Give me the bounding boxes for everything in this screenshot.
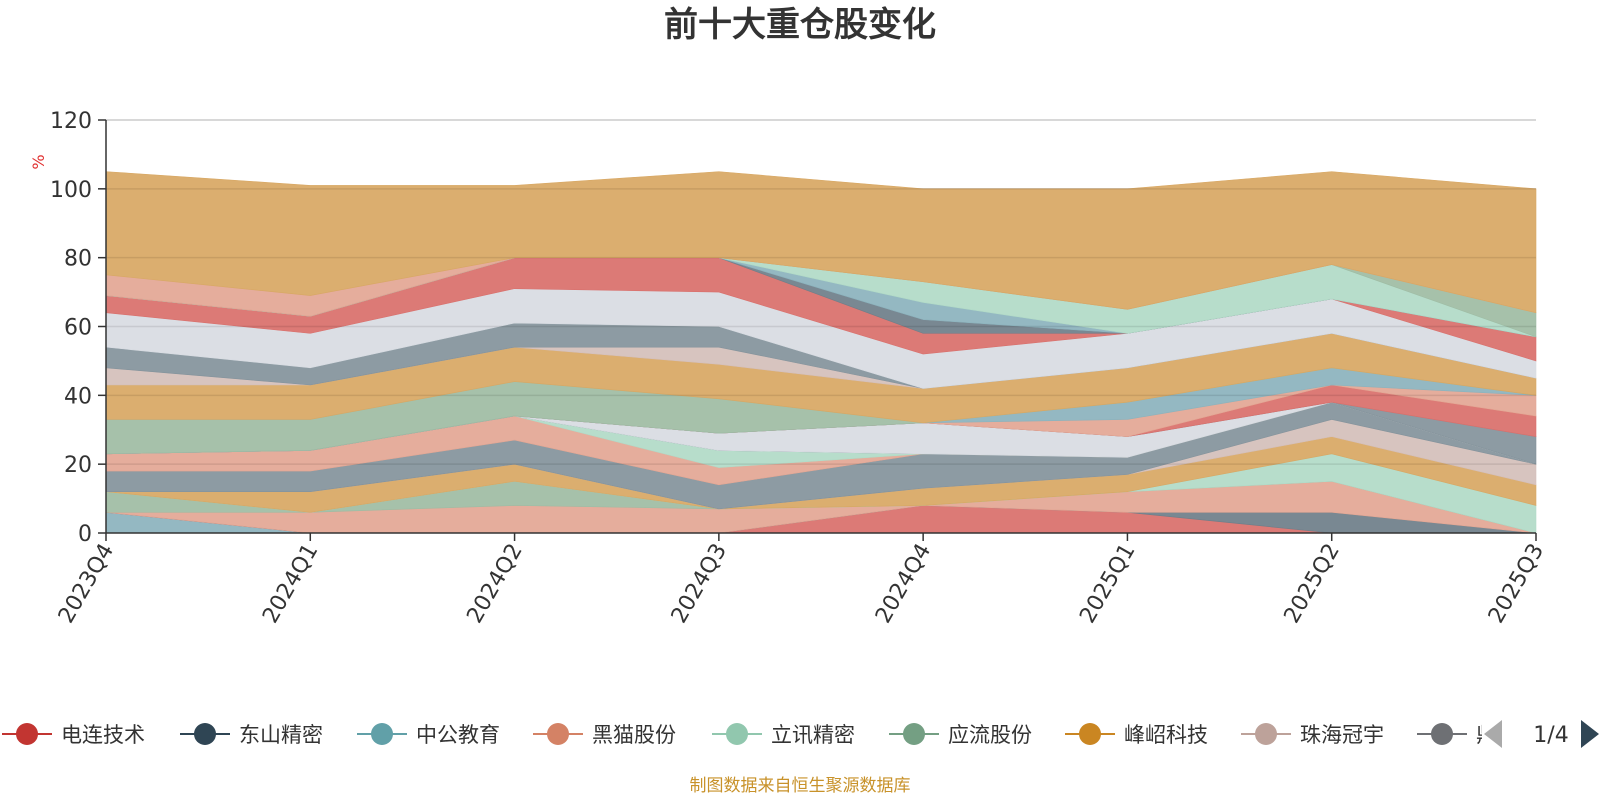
x-tick-label: 2024Q4	[871, 540, 936, 628]
legend: 电连技术 东山精密 中公教育 黑猫股份 立讯精密 应流股份 峰岹科技 珠海冠宇 鼎 1/4	[2, 720, 1599, 748]
y-tick-label: 60	[64, 316, 92, 341]
legend-marker	[1255, 723, 1277, 745]
y-tick-label: 80	[64, 247, 92, 272]
x-tick-label: 2025Q1	[1075, 540, 1140, 628]
legend-label: 中公教育	[416, 723, 500, 747]
legend-item[interactable]: 中公教育	[357, 723, 500, 747]
stacked-areas	[105, 171, 1537, 534]
legend-item[interactable]: 黑猫股份	[533, 723, 676, 747]
legend-item[interactable]: 鼎	[1417, 723, 1497, 747]
y-tick-label: 40	[64, 384, 92, 409]
x-tick-label: 2024Q3	[667, 540, 732, 628]
x-tick-label: 2025Q3	[1484, 540, 1549, 628]
legend-item[interactable]: 东山精密	[180, 723, 323, 747]
legend-items: 电连技术 东山精密 中公教育 黑猫股份 立讯精密 应流股份 峰岹科技 珠海冠宇 鼎	[2, 723, 1497, 747]
y-tick-label: 120	[50, 109, 92, 134]
legend-marker	[194, 723, 216, 745]
legend-label: 峰岹科技	[1124, 723, 1208, 747]
legend-item[interactable]: 电连技术	[2, 723, 145, 747]
legend-marker	[1079, 723, 1101, 745]
legend-label: 珠海冠宇	[1300, 723, 1384, 747]
legend-marker	[903, 723, 925, 745]
legend-page-indicator: 1/4	[1533, 723, 1568, 748]
legend-marker	[1431, 723, 1453, 745]
legend-label: 立讯精密	[771, 723, 855, 747]
legend-label: 应流股份	[948, 723, 1032, 747]
x-tick-label: 2024Q1	[258, 540, 323, 628]
y-tick-label: 20	[64, 453, 92, 478]
legend-item[interactable]: 峰岹科技	[1065, 723, 1208, 747]
legend-label: 黑猫股份	[592, 723, 676, 747]
chart-title: 前十大重仓股变化	[664, 5, 936, 45]
legend-marker	[16, 723, 38, 745]
legend-item[interactable]: 立讯精密	[712, 723, 855, 747]
x-tick-label: 2025Q2	[1280, 540, 1345, 628]
legend-marker	[371, 723, 393, 745]
legend-label: 鼎	[1476, 723, 1497, 747]
footer-source: 制图数据来自恒生聚源数据库	[690, 776, 911, 796]
legend-next-arrow-icon[interactable]	[1581, 720, 1599, 748]
y-axis-unit: %	[29, 154, 48, 169]
y-tick-label: 100	[50, 178, 92, 203]
legend-label: 电连技术	[61, 723, 145, 747]
y-tick-label: 0	[78, 522, 92, 547]
area-series	[105, 171, 1537, 314]
legend-item[interactable]: 应流股份	[889, 723, 1032, 747]
legend-marker	[547, 723, 569, 745]
legend-prev-arrow-icon[interactable]	[1484, 720, 1502, 748]
legend-marker	[726, 723, 748, 745]
legend-label: 东山精密	[239, 723, 323, 747]
x-tick-label: 2023Q4	[54, 540, 119, 628]
legend-item[interactable]: 珠海冠宇	[1241, 723, 1384, 747]
x-tick-label: 2024Q2	[462, 540, 527, 628]
